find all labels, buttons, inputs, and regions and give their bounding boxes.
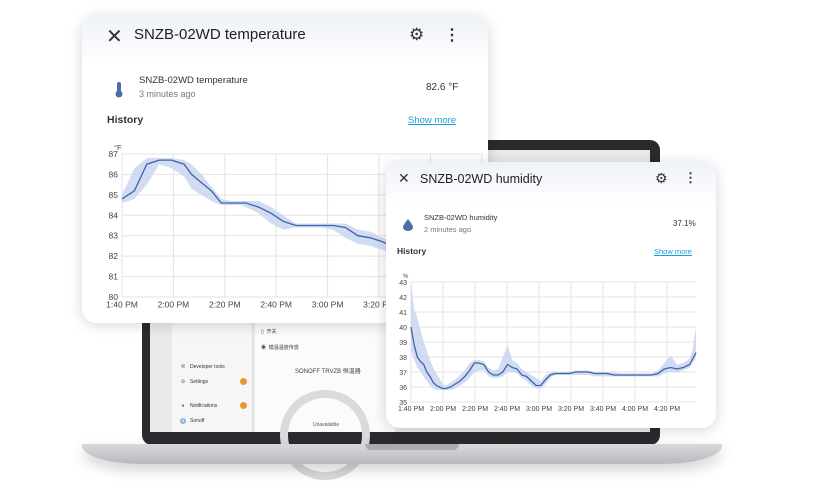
history-heading: History <box>397 246 427 256</box>
x-tick-label: 3:00 PM <box>526 406 552 413</box>
sidebar-item-developer-tools[interactable]: ⚒ Developer tools <box>180 364 225 370</box>
y-tick-label: 35 <box>399 400 407 407</box>
dialog-title: SNZB-02WD humidity <box>420 172 543 186</box>
more-vert-icon[interactable]: ⋮ <box>444 27 460 44</box>
bell-icon: ● <box>181 403 185 409</box>
status-text: Unavailable <box>313 422 340 428</box>
y-tick-label: 87 <box>109 149 119 159</box>
humidity-dialog: ✕ SNZB-02WD humidity ⚙ ⋮ SNZB-02WD humid… <box>386 162 716 428</box>
show-more-link[interactable]: Show more <box>654 247 692 256</box>
laptop-device-panel: ▯ 开关 ◉ 模温温度传感 SONOFF TRVZB 恒温器 Unavailab… <box>255 322 395 480</box>
device-row-sensor[interactable]: ◉ 模温温度传感 <box>261 345 299 351</box>
water-percent-icon <box>403 218 413 236</box>
entity-name: SNZB-02WD temperature <box>139 75 248 86</box>
y-tick-label: 38 <box>399 355 407 362</box>
y-tick-label: 84 <box>109 210 119 220</box>
entity-value: 82.6 °F <box>426 82 459 93</box>
last-updated: 3 minutes ago <box>139 89 196 99</box>
x-tick-label: 2:40 PM <box>260 300 292 310</box>
y-tick-label: 37 <box>399 370 407 377</box>
sidebar-item-notifications[interactable]: ● Notifications <box>181 403 218 409</box>
device-title: SONOFF TRVZB 恒温器 <box>295 369 361 375</box>
y-tick-label: 85 <box>109 190 119 200</box>
entity-value: 37.1% <box>673 219 696 228</box>
y-tick-label: 40 <box>399 325 407 332</box>
x-tick-label: 2:00 PM <box>158 300 190 310</box>
x-tick-label: 3:20 PM <box>558 406 584 413</box>
laptop-notch <box>365 444 459 450</box>
humidity-history-chart: 35 36 37 38 39 40 41 42 43 1:40 PM 2:00 PM 2:20 PM 2… <box>398 274 697 413</box>
sidebar-item-sonoff[interactable]: s Sonoff <box>180 418 205 424</box>
device-row-switch[interactable]: ▯ 开关 <box>261 329 277 335</box>
last-updated: 2 minutes ago <box>424 225 472 234</box>
x-tick-label: 2:20 PM <box>462 406 488 413</box>
x-tick-label: 2:40 PM <box>494 406 520 413</box>
dialog-header <box>82 16 488 66</box>
y-tick-label: 42 <box>399 295 407 302</box>
y-tick-label: 36 <box>399 385 407 392</box>
thermostat-gauge <box>280 390 370 480</box>
close-icon[interactable]: ✕ <box>106 26 123 48</box>
y-tick-label: 39 <box>399 340 407 347</box>
notifications-badge <box>240 402 247 409</box>
user-avatar-icon: s <box>180 418 186 424</box>
y-tick-label: 82 <box>109 251 119 261</box>
y-tick-label: 86 <box>109 169 119 179</box>
x-tick-label: 3:20 PM <box>363 300 395 310</box>
entity-name: SNZB-02WD humidity <box>424 213 498 222</box>
more-vert-icon[interactable]: ⋮ <box>684 170 697 185</box>
switch-icon: ▯ <box>261 329 264 335</box>
laptop-sidebar: ⚒ Developer tools ⚙ Settings ● Notification… <box>172 322 253 432</box>
series-line <box>410 326 697 390</box>
x-tick-label: 2:00 PM <box>430 406 456 413</box>
y-tick-label: 80 <box>109 292 119 302</box>
y-unit-label: °F <box>114 143 122 152</box>
gear-icon[interactable]: ⚙ <box>655 170 668 186</box>
sidebar-item-settings[interactable]: ⚙ Settings <box>180 379 209 385</box>
y-tick-label: 83 <box>109 231 119 241</box>
gear-icon[interactable]: ⚙ <box>409 25 425 44</box>
close-icon[interactable]: ✕ <box>398 170 410 186</box>
y-tick-label: 81 <box>109 272 119 282</box>
x-tick-label: 1:40 PM <box>106 300 138 310</box>
min-max-band <box>411 282 696 390</box>
x-tick-label: 4:00 PM <box>622 406 648 413</box>
thermometer-icon <box>114 82 124 103</box>
x-tick-label: 2:20 PM <box>209 300 241 310</box>
show-more-link[interactable]: Show more <box>408 115 457 126</box>
settings-badge <box>240 378 247 385</box>
history-heading: History <box>107 114 144 126</box>
y-tick-label: 41 <box>399 310 407 317</box>
dialog-title: SNZB-02WD temperature <box>134 26 306 43</box>
x-tick-label: 3:40 PM <box>590 406 616 413</box>
laptop-base <box>82 444 722 464</box>
x-tick-label: 3:00 PM <box>312 300 344 310</box>
y-unit-label: % <box>403 274 409 280</box>
gear-icon: ⚙ <box>180 379 186 385</box>
eye-icon: ◉ <box>261 345 267 351</box>
x-tick-label: 4:20 PM <box>654 406 680 413</box>
x-tick-label: 1:40 PM <box>398 406 424 413</box>
y-tick-label: 43 <box>399 280 407 287</box>
dialog-header <box>386 162 716 204</box>
hammer-icon: ⚒ <box>180 364 186 370</box>
